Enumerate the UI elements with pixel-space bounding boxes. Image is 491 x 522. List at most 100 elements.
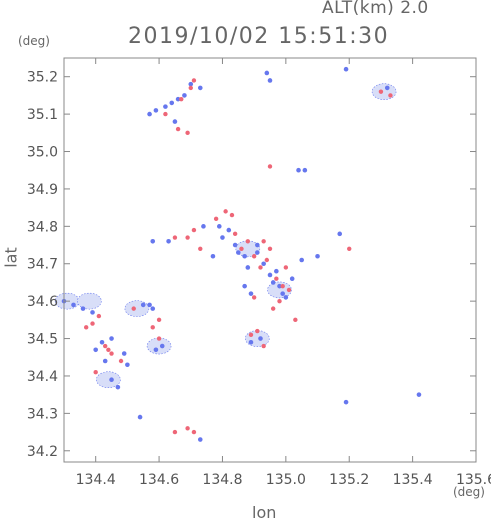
y-tick-label: 35.1 [27,107,58,123]
echo-point-negative [175,96,181,102]
echo-point-negative [296,167,301,173]
y-tick-label: 35.2 [27,70,58,86]
echo-fill-region [267,281,292,299]
echo-point-negative [109,377,114,383]
y-unit-label: (deg) [18,34,50,48]
echo-point-negative [283,295,289,300]
echo-point-positive [267,164,273,169]
echo-point-positive [185,235,190,240]
echo-point-positive [175,126,181,132]
echo-point-negative [153,347,159,353]
echo-point-negative [201,224,206,229]
echo-point-negative [159,343,165,349]
echo-point-positive [172,235,178,240]
echo-point-positive [347,246,352,251]
echo-point-positive [163,111,168,117]
echo-point-negative [71,302,76,308]
echo-point-positive [223,209,228,214]
echo-point-positive [245,239,251,244]
echo-point-negative [267,272,273,278]
echo-point-negative [150,238,156,244]
echo-point-negative [125,362,130,368]
echo-point-negative [93,347,98,353]
echo-point-positive [109,351,114,356]
y-tick-label: 35.0 [27,145,58,161]
echo-point-positive [277,298,282,304]
echo-point-negative [258,336,263,341]
echo-point-positive [103,343,108,349]
echo-point-positive [191,429,197,435]
echo-point-negative [197,85,203,91]
x-tick-label: 134.4 [76,472,116,488]
echo-point-positive [198,246,203,251]
echo-point-positive [378,89,384,94]
echo-point-negative [163,104,168,109]
echo-point-positive [90,321,95,326]
echo-point-negative [261,261,266,267]
echo-point-positive [261,343,266,349]
tick-layer: 134.4 134.6 134.8 135.0 135.2 135.4 135.6 34.2 3… [27,58,491,488]
echo-point-negative [274,268,279,274]
echo-point-positive [261,239,266,244]
echo-point-positive [188,85,193,91]
echo-point-negative [232,242,238,248]
echo-point-negative [255,242,260,248]
x-unit-label: (deg) [453,485,485,499]
echo-fill-region [124,300,150,317]
echo-point-negative [416,392,422,397]
echo-point-positive [191,78,197,83]
echo-point-negative [226,227,232,233]
echo-point-negative [270,280,276,285]
echo-point-positive [106,347,111,352]
echo-point-negative [90,310,95,315]
echo-point-negative [140,302,146,308]
x-tick-label: 134.8 [202,472,242,488]
echo-point-positive [388,93,393,98]
echo-point-negative [242,283,247,289]
echo-point-negative [302,167,308,173]
echo-point-positive [131,306,136,311]
y-tick-label: 34.2 [27,444,58,460]
echo-point-positive [255,328,260,334]
echo-point-positive [232,231,238,237]
x-tick-label: 134.6 [139,472,179,488]
echo-point-positive [251,254,257,259]
echo-fill-region [235,240,261,258]
echo-point-positive [93,370,98,375]
echo-point-negative [264,70,270,76]
echo-point-negative [182,93,187,98]
echo-point-positive [239,246,244,251]
x-tick-label: 135.4 [393,472,433,488]
echo-point-negative [277,283,282,289]
echo-point-negative [80,306,86,311]
echo-point-positive [293,317,298,323]
echo-point-positive [185,130,190,136]
echo-point-positive [258,265,263,270]
echo-point-negative [172,119,178,124]
echo-point-positive [248,332,254,338]
x-tick-label: 135.6 [456,472,491,488]
echo-point-positive [280,283,285,289]
y-tick-label: 34.6 [27,294,58,310]
echo-point-negative [267,78,273,83]
echo-point-negative [188,81,194,87]
echo-point-negative [115,384,121,390]
echo-point-positive [283,265,289,270]
echo-fill-region [96,371,121,389]
echo-point-negative [289,276,295,282]
echo-point-positive [150,325,155,330]
echo-point-negative [248,291,254,296]
echo-point-positive [267,246,273,251]
echo-point-negative [343,399,349,405]
echo-fill-layer [54,83,397,389]
y-tick-label: 34.9 [27,182,58,198]
echo-point-negative [248,339,254,345]
echo-point-positive [118,358,124,364]
echo-point-positive [191,227,197,233]
y-tick-label: 34.5 [27,332,58,348]
echo-point-negative [153,108,159,113]
echo-point-negative [166,238,171,244]
echo-fill-region [77,292,102,310]
echo-point-positive [172,429,178,435]
echo-point-negative [197,437,203,442]
